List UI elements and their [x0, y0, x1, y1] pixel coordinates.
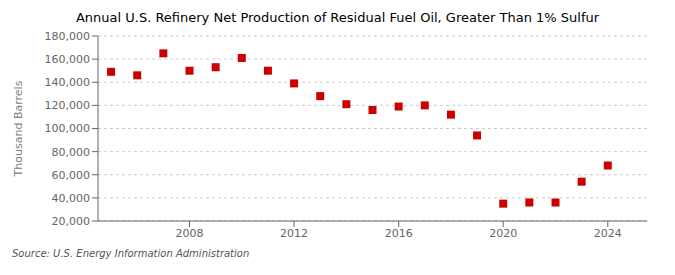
svg-text:40,000: 40,000 — [52, 192, 91, 205]
svg-text:180,000: 180,000 — [45, 30, 91, 43]
svg-text:160,000: 160,000 — [45, 53, 91, 66]
svg-text:100,000: 100,000 — [45, 122, 91, 135]
svg-text:80,000: 80,000 — [52, 146, 91, 159]
html-text:Annual U.S. Refinery Net Produ: Annual U.S. Refinery Net Production of R… — [75, 10, 600, 25]
svg-text:Thousand Barrels: Thousand Barrels — [12, 80, 25, 177]
svg-text:2016: 2016 — [385, 227, 413, 240]
svg-text:2020: 2020 — [489, 227, 517, 240]
html-text:Source: U.S. Energy Informatio: Source: U.S. Energy Information Administ… — [12, 248, 250, 259]
svg-text:140,000: 140,000 — [45, 76, 91, 89]
svg-text:120,000: 120,000 — [45, 99, 91, 112]
svg-text:60,000: 60,000 — [52, 169, 91, 182]
svg-text:2012: 2012 — [280, 227, 308, 240]
svg-text:2024: 2024 — [594, 227, 622, 240]
svg-text:2008: 2008 — [176, 227, 204, 240]
svg-text:20,000: 20,000 — [52, 215, 91, 228]
